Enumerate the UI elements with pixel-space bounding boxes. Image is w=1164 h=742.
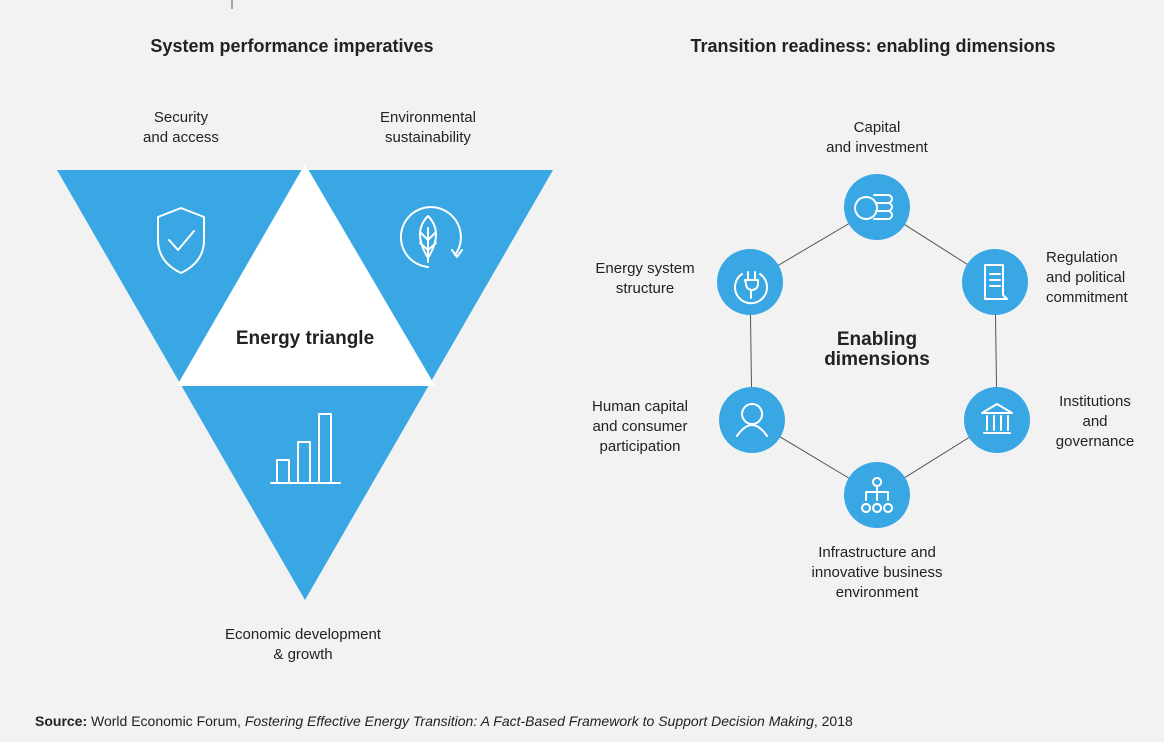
triangle-center: Energy triangle (236, 328, 374, 349)
label-line: & growth (273, 646, 332, 663)
node (962, 249, 1028, 315)
node (717, 249, 783, 315)
label-line: and access (143, 129, 219, 146)
label-line: Energy system (595, 260, 694, 277)
label-line: and (1082, 413, 1107, 430)
source-year: , 2018 (814, 713, 853, 729)
leaf-icon (399, 206, 463, 268)
hexagon (717, 174, 1030, 528)
energy-triangle (57, 164, 553, 600)
right-title: Transition readiness: enabling dimension… (690, 36, 1055, 56)
label-line: innovative business (812, 564, 943, 581)
label-line: and political (1046, 269, 1125, 286)
node (719, 387, 785, 453)
label-line: Enabling (837, 329, 917, 350)
label-line: structure (616, 280, 674, 297)
label-line: governance (1056, 433, 1134, 450)
node-icon (984, 264, 1008, 300)
label-line: Security (154, 109, 209, 126)
label-line: and investment (826, 139, 929, 156)
label-line: environment (836, 584, 919, 601)
node (964, 387, 1030, 453)
inner-triangle (176, 164, 436, 386)
label-line: Infrastructure and (818, 544, 936, 561)
bars-icon (270, 413, 341, 484)
label-line: and consumer (592, 418, 687, 435)
label-line: Economic development (225, 626, 382, 643)
left-title: System performance imperatives (150, 36, 433, 56)
source-label: Source: (35, 713, 87, 729)
label-line: dimensions (824, 349, 930, 370)
node-icon (734, 271, 768, 305)
label-line: Institutions (1059, 393, 1131, 410)
node-icon (854, 194, 893, 220)
shield-icon (157, 207, 205, 274)
label-line: participation (600, 438, 681, 455)
label-line: Capital (854, 119, 901, 136)
node-icon (736, 403, 768, 437)
node-icon (981, 403, 1013, 434)
source-publisher: World Economic Forum, (91, 713, 241, 729)
label-line: commitment (1046, 289, 1129, 306)
source-work: Fostering Effective Energy Transition: A… (245, 713, 814, 729)
label-line: Regulation (1046, 249, 1118, 266)
node-icon (861, 477, 894, 513)
label-line: sustainability (385, 129, 471, 146)
label-line: Environmental (380, 109, 476, 126)
label-line: Human capital (592, 398, 688, 415)
source: Source: World Economic Forum, Fostering … (35, 713, 853, 729)
